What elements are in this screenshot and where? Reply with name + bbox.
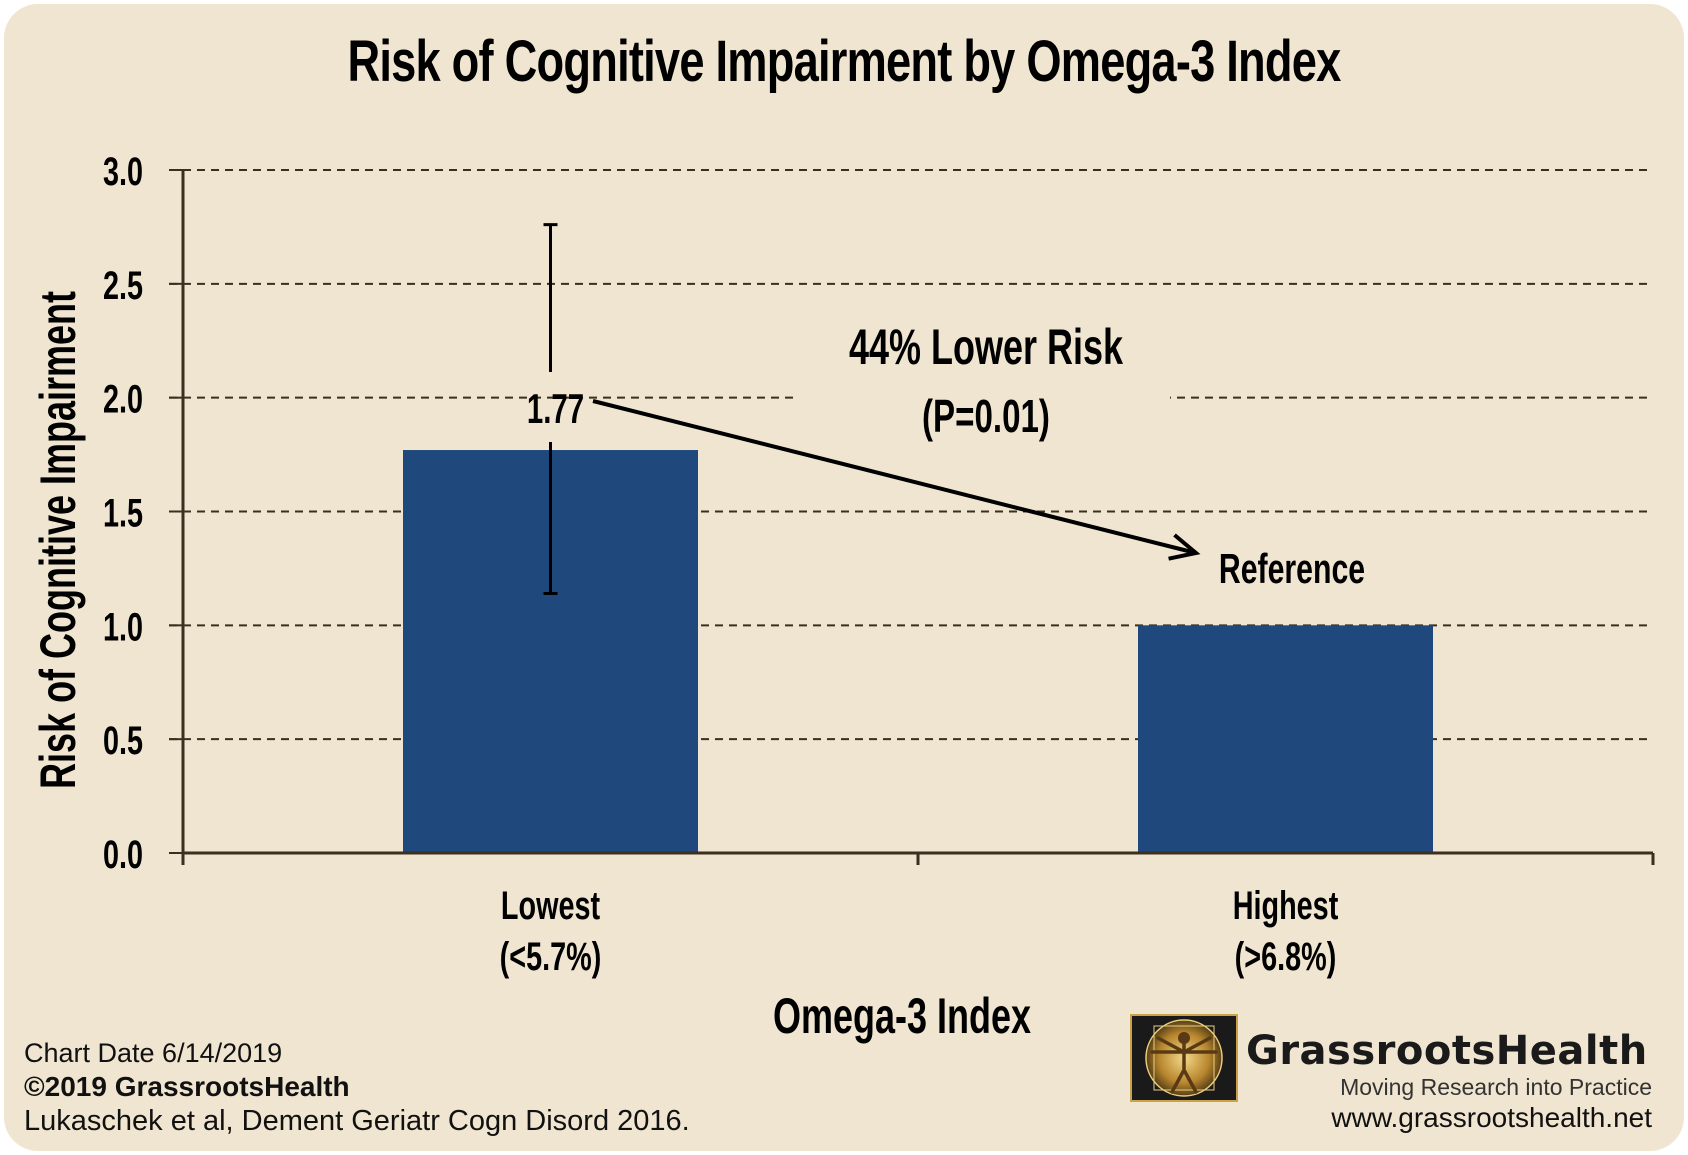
annotation-backdrop bbox=[795, 300, 1170, 450]
data-label-lowest: 1.77 bbox=[527, 385, 584, 433]
logo-url[interactable]: www.grassrootshealth.net bbox=[1331, 1102, 1652, 1133]
x-tick-label: Highest bbox=[1233, 883, 1339, 928]
gridlines bbox=[169, 169, 1653, 854]
y-tick-label: 1.5 bbox=[103, 491, 143, 536]
x-tick-label: (<5.7%) bbox=[500, 934, 602, 979]
logo-name: GrassrootsHealth bbox=[1246, 1028, 1648, 1074]
copyright: ©2019 GrassrootsHealth bbox=[24, 1071, 350, 1102]
y-tick-label: 0.5 bbox=[103, 719, 143, 764]
citation: Lukaschek et al, Dement Geriatr Cogn Dis… bbox=[24, 1105, 690, 1137]
chart-title: Risk of Cognitive Impairment by Omega-3 … bbox=[347, 29, 1341, 94]
y-tick-label: 1.0 bbox=[103, 605, 143, 650]
annotations: 1.77 Reference 44% Lower Risk (P=0.01) bbox=[527, 223, 1365, 595]
vitruvian-logo-icon bbox=[1130, 1014, 1238, 1102]
y-tick-label: 2.0 bbox=[103, 377, 143, 422]
data-label-highest: Reference bbox=[1219, 545, 1365, 592]
y-tick-label: 0.0 bbox=[103, 832, 143, 877]
bars bbox=[403, 450, 1433, 853]
y-tick-label: 2.5 bbox=[103, 263, 143, 308]
x-tick-label: (>6.8%) bbox=[1235, 934, 1337, 979]
logo-tagline: Moving Research into Practice bbox=[1340, 1074, 1652, 1100]
annotation-pvalue: (P=0.01) bbox=[922, 392, 1050, 442]
annotation-risk: 44% Lower Risk bbox=[849, 320, 1124, 375]
y-tick-labels: 0.0 0.5 1.0 1.5 2.0 2.5 3.0 bbox=[103, 149, 143, 877]
axes bbox=[181, 170, 1655, 865]
chart-card bbox=[4, 4, 1684, 1151]
y-tick-label: 3.0 bbox=[103, 149, 143, 194]
arrow-head-icon bbox=[1168, 533, 1201, 561]
footer-info: Chart Date 6/14/2019 ©2019 GrassrootsHea… bbox=[24, 1036, 690, 1138]
x-tick-labels: Lowest (<5.7%) Highest (>6.8%) bbox=[500, 883, 1339, 979]
bar-highest bbox=[1138, 625, 1433, 853]
x-tick-label: Lowest bbox=[501, 883, 601, 928]
arrow-line bbox=[592, 399, 1197, 555]
chart-date: Chart Date 6/14/2019 bbox=[24, 1038, 283, 1068]
x-axis-label: Omega-3 Index bbox=[773, 989, 1031, 1044]
y-axis-label: Risk of Cognitive Impairment bbox=[31, 291, 86, 789]
